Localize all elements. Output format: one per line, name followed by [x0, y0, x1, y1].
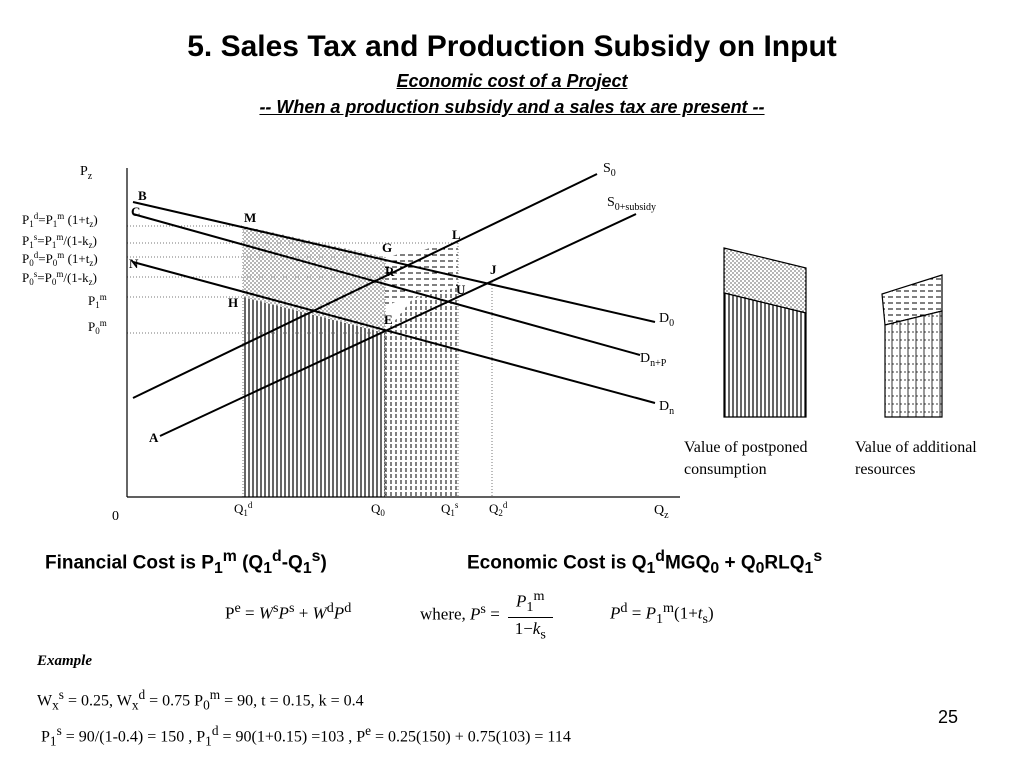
- formula-pe: Pe = WsPs + WdPd: [225, 600, 352, 623]
- point-label-a: A: [149, 430, 159, 445]
- price-label-p0s: P0s=P0m/(1-kz): [22, 269, 97, 287]
- page-number: 25: [938, 707, 959, 727]
- financial-cost-statement: Financial Cost is P1m (Q1d-Q1s): [45, 548, 327, 578]
- caption-postponed-line-1: Value of postponed: [684, 439, 808, 456]
- caption-postponed-line-2: consumption: [684, 461, 767, 478]
- caption-additional-resources: Value of additional resources: [855, 437, 977, 481]
- guide-lines: [127, 225, 493, 497]
- additional-resources-figure: [881, 274, 943, 418]
- qty-label-q1s: Q1s: [441, 500, 459, 518]
- point-label-b: B: [138, 188, 147, 203]
- point-label-h: H: [228, 295, 238, 310]
- demand-curve-d0: [132, 201, 656, 323]
- caption-postponed-consumption: Value of postponed consumption: [684, 437, 808, 481]
- point-label-m: M: [244, 210, 256, 225]
- curve-label-s0-subsidy: S0+subsidy: [607, 195, 656, 213]
- point-label-g: G: [382, 240, 392, 255]
- origin-label: 0: [112, 509, 119, 524]
- supply-curve-s0-subsidy: [159, 213, 637, 437]
- additional-resources-bottom-block: [884, 310, 943, 418]
- x-axis-label: Qz: [654, 503, 669, 521]
- price-label-p1s: P1s=P1m/(1-kz): [22, 232, 97, 250]
- ps-fraction: P1m 1−ks: [508, 588, 553, 643]
- slide-subtitle-2: -- When a production subsidy and a sales…: [259, 97, 765, 117]
- curve-label-d0: D0: [659, 311, 674, 329]
- qty-label-q2d: Q2d: [489, 500, 508, 518]
- qty-label-q1d: Q1d: [234, 500, 253, 518]
- example-label: Example: [37, 653, 92, 669]
- y-axis-label: Pz: [80, 164, 93, 182]
- price-label-p0m: P0m: [88, 318, 107, 336]
- example-line-1: Wxs = 0.25, Wxd = 0.75 P0m = 90, t = 0.1…: [37, 687, 364, 713]
- point-label-n: N: [129, 256, 139, 271]
- point-label-e: E: [384, 312, 393, 327]
- formula-pd: Pd = P1m(1+ts): [610, 600, 714, 628]
- point-label-l: L: [452, 227, 461, 242]
- economic-cost-diagram: Pz Qz 0 P1d=P1m (1+tz) P1s=P1m/(1-kz) P0…: [22, 161, 943, 524]
- curve-label-dn-p: Dn+P: [640, 351, 667, 369]
- price-label-p0d: P0d=P0m (1+tz): [22, 250, 98, 268]
- qty-label-q0: Q0: [371, 501, 385, 518]
- point-label-u: U: [456, 282, 466, 297]
- point-label-c: C: [131, 204, 140, 219]
- curve-label-dn: Dn: [659, 399, 674, 417]
- postponed-consumption-bottom-block: [723, 292, 807, 418]
- point-labels: A B C N M H G L R J U E: [129, 188, 497, 445]
- formula-ps: where, Ps = P1m 1−ks: [420, 588, 557, 643]
- supply-curve-s0: [132, 173, 598, 399]
- demand-curve-dn-p: [132, 213, 641, 356]
- demand-curve-dn: [132, 261, 656, 404]
- economic-cost-statement: Economic Cost is Q1dMGQ0 + Q0RLQ1s: [467, 548, 823, 578]
- caption-additional-line-1: Value of additional: [855, 439, 977, 456]
- point-label-j: J: [490, 262, 497, 277]
- caption-additional-line-2: resources: [855, 461, 916, 478]
- price-label-p1d: P1d=P1m (1+tz): [22, 211, 98, 229]
- slide-subtitle: Economic cost of a Project: [396, 71, 628, 91]
- example-line-2: P1s = 90/(1-0.4) = 150 , P1d = 90(1+0.15…: [41, 723, 571, 749]
- curve-label-s0: S0: [603, 161, 616, 179]
- postponed-consumption-figure: [723, 247, 807, 418]
- point-label-r: R: [385, 264, 395, 279]
- slide-title: 5. Sales Tax and Production Subsidy on I…: [187, 30, 837, 63]
- price-label-p1m: P1m: [88, 292, 107, 310]
